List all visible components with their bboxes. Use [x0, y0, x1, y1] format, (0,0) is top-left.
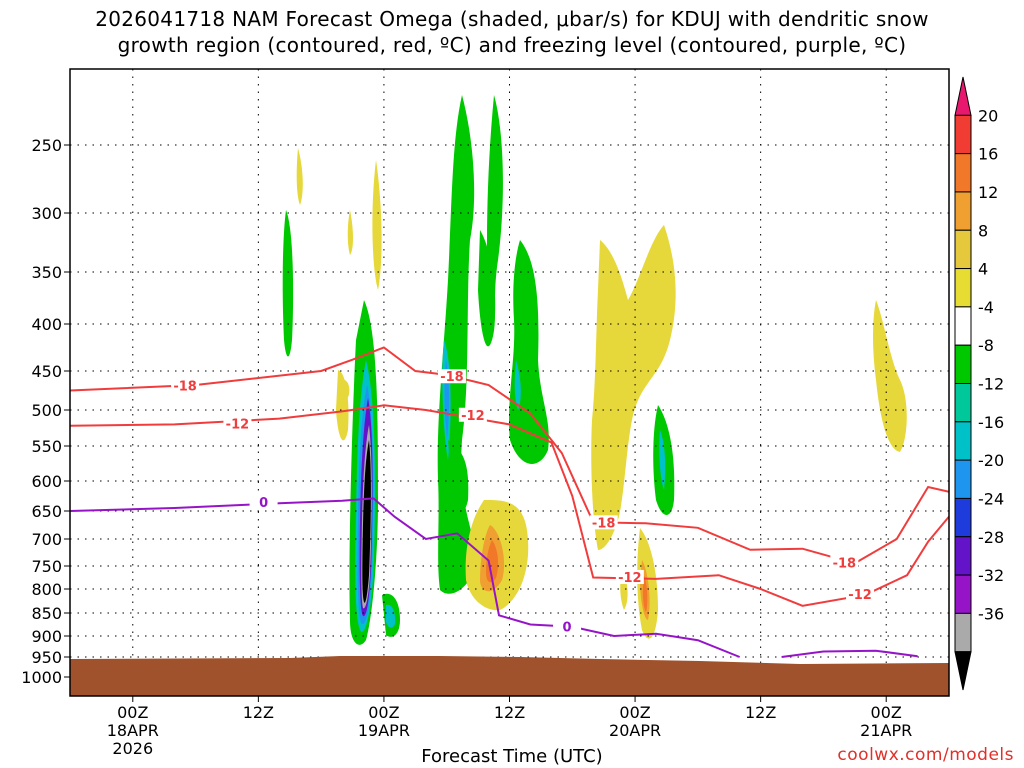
contour-label-bg	[589, 515, 618, 530]
colorbar-swatch	[954, 497, 972, 538]
colorbar-label: -24	[978, 489, 1004, 508]
contour-label-bg	[830, 555, 859, 570]
y-axis: 250 300 350 400 450 500 550 600 650 700 750 800 850 9…	[21, 136, 70, 687]
y-tick-label: 300	[31, 204, 62, 223]
x-tick-label: 12Z	[745, 703, 776, 722]
contour-label-bg	[171, 378, 200, 393]
colorbar-label: -36	[978, 604, 1004, 623]
x-tick-label: 00Z	[871, 703, 902, 722]
source-credit: coolwx.com/models	[837, 745, 1014, 765]
colorbar-label: 12	[978, 183, 998, 202]
freezing-level-0c-line	[70, 497, 741, 658]
colorbar-label: 20	[978, 106, 998, 125]
contour-label: -18	[440, 370, 464, 385]
-18c-isotherm-east--line	[854, 485, 949, 565]
x-tick-label: 20APR	[609, 721, 661, 740]
contour-label-bg	[223, 416, 252, 431]
contour-label: -12	[461, 409, 485, 424]
x-tick-label: 12Z	[243, 703, 274, 722]
x-tick-label: 00Z	[117, 703, 148, 722]
colorbar-label: -32	[978, 566, 1004, 585]
colorbar-swatch	[954, 268, 972, 308]
colorbar-swatch	[954, 536, 972, 576]
y-tick-label: 400	[31, 315, 62, 334]
colorbar-label: 4	[978, 260, 988, 279]
omega-shading	[282, 95, 907, 645]
y-tick-label: 700	[31, 530, 62, 549]
colorbar-swatch	[954, 459, 972, 499]
y-tick-label: 750	[31, 557, 62, 576]
chart-title: 2026041718 NAM Forecast Omega (shaded, μ…	[0, 6, 1024, 58]
colorbar-label: 8	[978, 221, 988, 240]
x-tick-label: 2026	[112, 739, 153, 758]
colorbar-swatch	[954, 191, 972, 231]
contour-label: -12	[618, 571, 642, 586]
y-tick-label: 350	[31, 263, 62, 282]
contour-label: 0	[563, 621, 572, 636]
contour-label: -18	[833, 556, 857, 571]
contour-label: -12	[226, 417, 250, 432]
x-tick-label: 21APR	[860, 721, 912, 740]
x-tick-label: 00Z	[619, 703, 650, 722]
colorbar-arrow-top	[954, 76, 972, 116]
contour-label: 0	[259, 496, 268, 511]
y-tick-label: 850	[31, 604, 62, 623]
y-tick-label: 650	[31, 502, 62, 521]
contour-label: -18	[592, 516, 616, 531]
terrain-surface	[70, 656, 949, 696]
x-tick-label: 19APR	[358, 721, 410, 740]
colorbar-label: -8	[978, 336, 994, 355]
contour-label-bg	[437, 369, 466, 384]
x-tick-label: 18APR	[107, 721, 159, 740]
y-tick-label: 450	[31, 362, 62, 381]
title-line-2: growth region (contoured, red, ºC) and f…	[117, 33, 907, 57]
colorbar-label: 16	[978, 145, 998, 164]
y-tick-label: 900	[31, 627, 62, 646]
contour-label-bg	[458, 407, 487, 422]
colorbar-swatch	[954, 344, 972, 384]
y-tick-label: 550	[31, 437, 62, 456]
contour-label: -18	[173, 380, 197, 395]
y-tick-label: 250	[31, 136, 62, 155]
contour-label-bg	[249, 495, 278, 510]
colorbar-swatch	[954, 153, 972, 193]
colorbar-swatch	[954, 612, 972, 653]
colorbar-arrow-bottom	[954, 651, 972, 691]
x-axis-label: Forecast Time (UTC)	[421, 746, 603, 767]
colorbar-label: -28	[978, 528, 1004, 547]
y-tick-label: 950	[31, 648, 62, 667]
y-tick-label: 500	[31, 401, 62, 420]
colorbar: 20 16 12 8 4 -4 -8 -12 -16 -20 -24 -28 -32 -36	[954, 76, 1004, 691]
colorbar-label: -12	[978, 375, 1004, 394]
colorbar-swatch	[954, 574, 972, 614]
colorbar-swatch	[954, 383, 972, 423]
colorbar-label: -20	[978, 451, 1004, 470]
freezing-level-0c-east--line	[781, 649, 918, 658]
title-line-1: 2026041718 NAM Forecast Omega (shaded, μ…	[95, 7, 929, 31]
colorbar-label: -4	[978, 298, 994, 317]
colorbar-swatch	[954, 229, 972, 270]
contour-label-bg	[553, 619, 582, 634]
temperature-contours: -18 -18 -18 -18 -12 -12 -12 -12 0 0	[70, 346, 949, 658]
colorbar-label: -16	[978, 413, 1004, 432]
colorbar-swatch	[954, 421, 972, 461]
y-tick-label: 600	[31, 472, 62, 491]
-18c-isotherm-line	[70, 346, 856, 565]
y-tick-label: 800	[31, 580, 62, 599]
y-tick-label: 1000	[21, 668, 62, 687]
x-tick-label: 12Z	[494, 703, 525, 722]
colorbar-swatch	[954, 306, 972, 346]
contour-label-bg	[846, 586, 875, 601]
contour-label-bg	[615, 569, 644, 584]
x-tick-label: 00Z	[368, 703, 399, 722]
contour-label: -12	[848, 588, 872, 603]
colorbar-swatch	[954, 114, 972, 155]
